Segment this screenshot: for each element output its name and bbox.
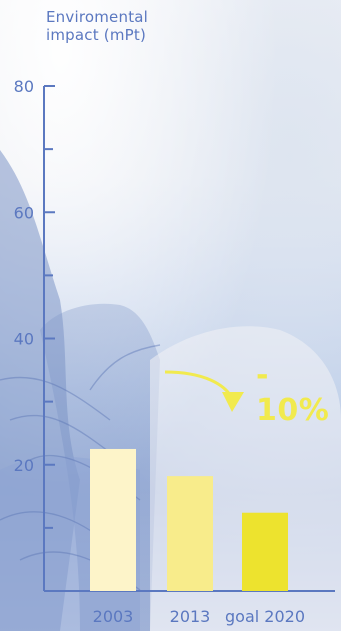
arrow-head <box>222 392 244 412</box>
y-tick-label: 80 <box>14 77 34 96</box>
arrow-path <box>164 370 234 399</box>
y-axis-title-text: Enviromental impact (mPt) <box>46 8 149 44</box>
bar <box>167 476 213 591</box>
y-axis-title: Enviromental impact (mPt) <box>46 8 206 44</box>
bar <box>90 448 136 591</box>
x-tick-label: 2003 <box>93 607 134 626</box>
y-tick-label: 20 <box>14 456 34 475</box>
x-tick-label: 2013 <box>170 607 211 626</box>
x-tick-label: goal 2020 <box>225 607 305 626</box>
reduction-annotation: - 10% <box>256 358 330 428</box>
y-tick-label: 60 <box>14 203 34 222</box>
bar <box>242 512 288 591</box>
y-tick-label: 40 <box>14 330 34 349</box>
